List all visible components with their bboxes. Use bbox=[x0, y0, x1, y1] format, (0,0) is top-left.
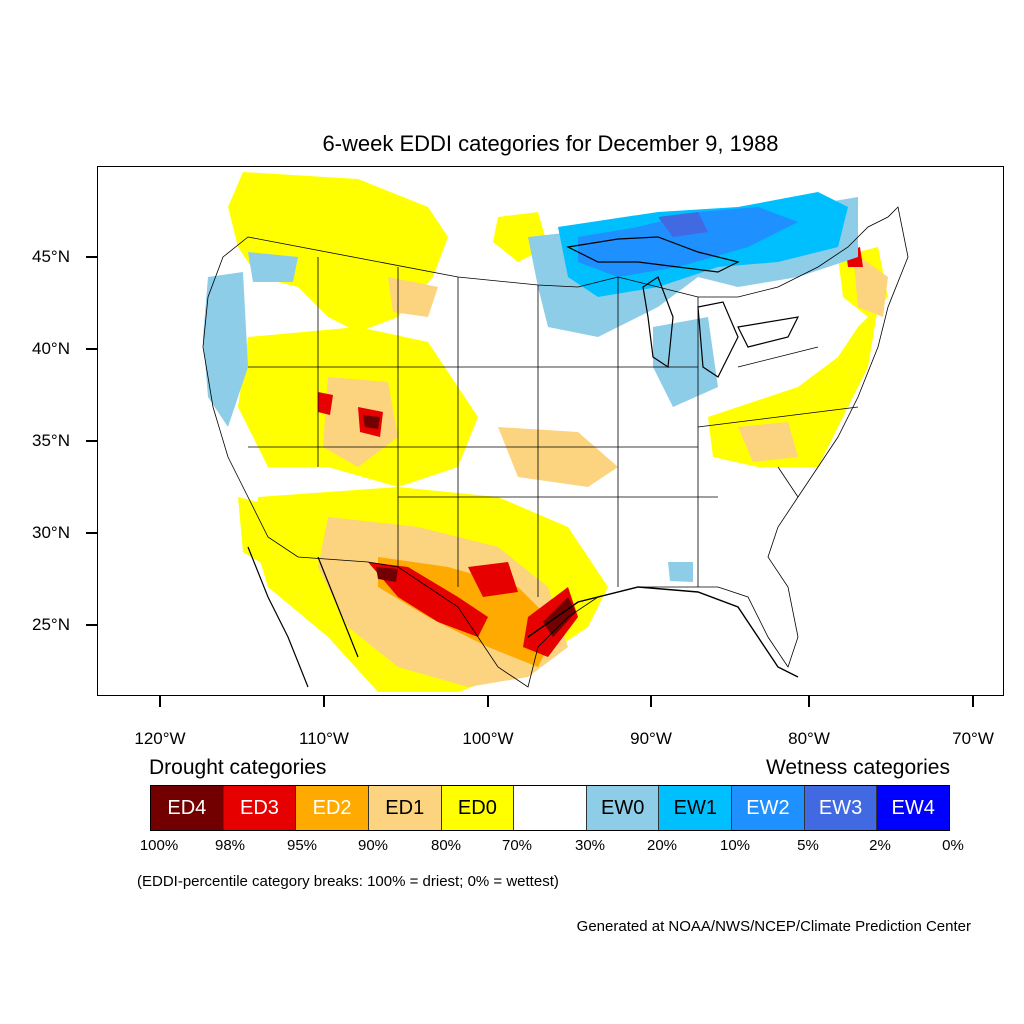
ed3-region-west-texas bbox=[468, 562, 518, 597]
ew3-region-superior-core bbox=[658, 212, 708, 237]
legend-cell-ew3: EW3 bbox=[804, 786, 878, 830]
legend-cell-ew0: EW0 bbox=[586, 786, 660, 830]
ed3-region-rio-grande bbox=[368, 562, 488, 637]
map-frame bbox=[97, 166, 1004, 696]
break-label: 80% bbox=[430, 837, 462, 854]
legend-cell-normal bbox=[514, 786, 587, 830]
legend-colorbar: ED4 ED3 ED2 ED1 ED0 EW0 EW1 EW2 EW3 EW4 bbox=[150, 785, 950, 831]
credit-line: Generated at NOAA/NWS/NCEP/Climate Predi… bbox=[576, 918, 971, 935]
lon-label-120w: 120°W bbox=[134, 729, 186, 748]
lon-tick bbox=[159, 696, 161, 707]
lon-label-80w: 80°W bbox=[788, 729, 830, 748]
legend-cell-ed4: ED4 bbox=[151, 786, 224, 830]
coastline-mexico bbox=[247, 546, 359, 688]
break-label: 30% bbox=[574, 837, 606, 854]
legend-cell-ew4: EW4 bbox=[877, 786, 950, 830]
ed3-region-utah bbox=[318, 392, 333, 415]
category-note: (EDDI-percentile category breaks: 100% =… bbox=[137, 873, 559, 890]
coastline-gulf bbox=[527, 586, 799, 678]
lat-label-35n: 35°N bbox=[32, 431, 70, 450]
ed1-region-appalachia bbox=[738, 422, 798, 462]
break-label: 2% bbox=[869, 837, 891, 854]
ew0-region-pacific-coast bbox=[203, 272, 248, 427]
ed0-region-southwest bbox=[238, 497, 288, 567]
boundaries bbox=[202, 206, 909, 688]
us-outline bbox=[202, 206, 909, 688]
break-label: 70% bbox=[501, 837, 533, 854]
break-label: 95% bbox=[286, 837, 318, 854]
lon-label-110w: 110°W bbox=[299, 729, 349, 748]
ew0-region-washington bbox=[248, 252, 298, 282]
break-label: 100% bbox=[139, 837, 179, 854]
break-label: 0% bbox=[942, 837, 964, 854]
lat-label-25n: 25°N bbox=[32, 615, 70, 634]
ed1-region-northeast bbox=[853, 252, 888, 317]
lon-tick bbox=[972, 696, 974, 707]
ed4-region-colorado bbox=[363, 415, 380, 429]
lon-tick bbox=[650, 696, 652, 707]
lon-tick bbox=[487, 696, 489, 707]
lat-label-40n: 40°N bbox=[32, 339, 70, 358]
legend-cell-ew1: EW1 bbox=[659, 786, 733, 830]
legend-cell-ed3: ED3 bbox=[223, 786, 297, 830]
lon-tick bbox=[808, 696, 810, 707]
lat-label-45n: 45°N bbox=[32, 247, 70, 266]
lat-tick bbox=[86, 440, 97, 442]
ed4-region-gulf-coast bbox=[543, 597, 576, 637]
legend-cell-ed0: ED0 bbox=[441, 786, 515, 830]
break-label: 90% bbox=[357, 837, 389, 854]
break-label: 98% bbox=[214, 837, 246, 854]
legend-cell-ed1: ED1 bbox=[368, 786, 442, 830]
legend-cell-ed2: ED2 bbox=[296, 786, 369, 830]
ed1-region-idaho bbox=[388, 277, 438, 317]
lon-label-100w: 100°W bbox=[462, 729, 514, 748]
ed4-region-big-bend bbox=[376, 567, 398, 582]
category-shading bbox=[203, 172, 888, 692]
lat-tick bbox=[86, 348, 97, 350]
ew2-region-lake-superior bbox=[578, 207, 798, 277]
lon-label-90w: 90°W bbox=[630, 729, 672, 748]
ed1-region-plains bbox=[498, 427, 618, 487]
lon-label-70w: 70°W bbox=[952, 729, 994, 748]
break-label: 5% bbox=[797, 837, 819, 854]
lat-label-30n: 30°N bbox=[32, 523, 70, 542]
lat-tick bbox=[86, 624, 97, 626]
ew0-region-lower-mississippi bbox=[668, 562, 693, 582]
great-lakes bbox=[566, 236, 800, 378]
state-lines bbox=[248, 257, 859, 597]
break-label: 10% bbox=[719, 837, 751, 854]
lat-tick bbox=[86, 256, 97, 258]
ew0-region-michigan bbox=[653, 317, 718, 407]
legend-cell-ew2: EW2 bbox=[732, 786, 805, 830]
map-title: 6-week EDDI categories for December 9, 1… bbox=[322, 131, 779, 156]
map-canvas bbox=[202, 172, 909, 692]
lat-tick bbox=[86, 532, 97, 534]
wetness-heading: Wetness categories bbox=[765, 756, 950, 779]
break-label: 20% bbox=[646, 837, 678, 854]
drought-heading: Drought categories bbox=[149, 756, 327, 779]
lon-tick bbox=[323, 696, 325, 707]
